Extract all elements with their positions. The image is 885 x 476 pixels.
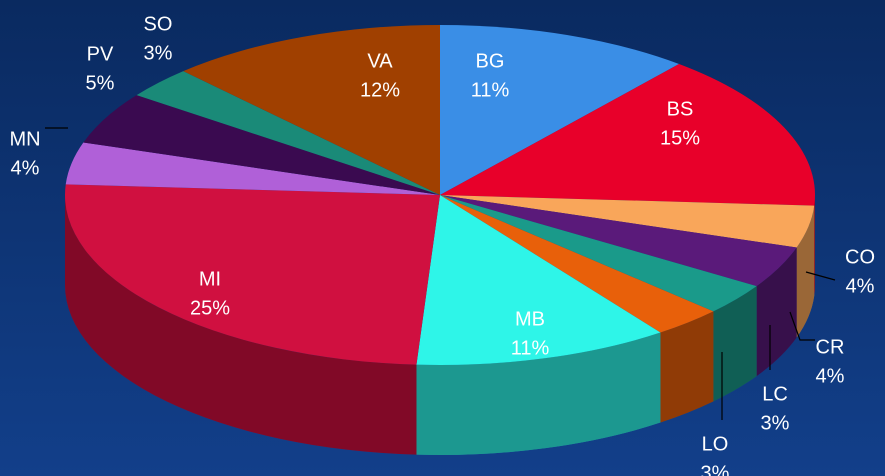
slice-side-shade (65, 195, 417, 455)
slice-side (796, 205, 815, 338)
value-label: 3% (701, 462, 730, 476)
category-label: BS (667, 98, 694, 120)
value-label: 4% (846, 275, 875, 297)
category-label: BG (476, 50, 505, 72)
slice (183, 25, 440, 195)
value-label: 4% (816, 365, 845, 387)
value-label: 3% (761, 412, 790, 434)
value-label: 12% (360, 79, 400, 101)
value-label: 11% (511, 337, 550, 359)
slice-side-shade (416, 332, 661, 455)
slice (440, 195, 797, 287)
slice-side (660, 311, 714, 423)
slice (440, 195, 815, 248)
value-label: 25% (190, 297, 230, 319)
category-label: PV (87, 43, 114, 65)
slice (65, 142, 440, 195)
value-label: 4% (11, 157, 40, 179)
slice-side (713, 286, 757, 402)
category-label: LC (762, 383, 788, 405)
slice-side (756, 247, 797, 377)
slice (65, 184, 441, 365)
value-label: 11% (471, 79, 510, 101)
slice-side-shade (660, 311, 714, 423)
slice-side-shade (713, 286, 757, 402)
slice-side (416, 332, 661, 455)
slice-side-shade (796, 205, 815, 338)
category-label: MI (199, 268, 221, 290)
value-label: 5% (86, 72, 115, 94)
slice-side-shade (756, 247, 797, 377)
leader-line (789, 311, 815, 341)
slice-side (814, 195, 815, 296)
slice (440, 25, 680, 195)
category-label: CR (816, 336, 845, 358)
slice (440, 195, 714, 333)
category-label: SO (144, 13, 173, 35)
value-label: 3% (144, 42, 173, 64)
slice-side (65, 195, 417, 455)
slice (416, 195, 661, 365)
category-label: LO (702, 433, 729, 455)
category-label: CO (845, 246, 875, 268)
slice (440, 195, 757, 312)
category-label: VA (367, 50, 393, 72)
slice (83, 95, 440, 195)
category-label: MN (9, 128, 40, 150)
category-label: MB (515, 308, 545, 330)
slice (136, 71, 440, 195)
value-label: 15% (660, 127, 700, 149)
leader-line (805, 271, 836, 281)
slice-side-shade (814, 195, 815, 296)
slice (440, 64, 815, 206)
